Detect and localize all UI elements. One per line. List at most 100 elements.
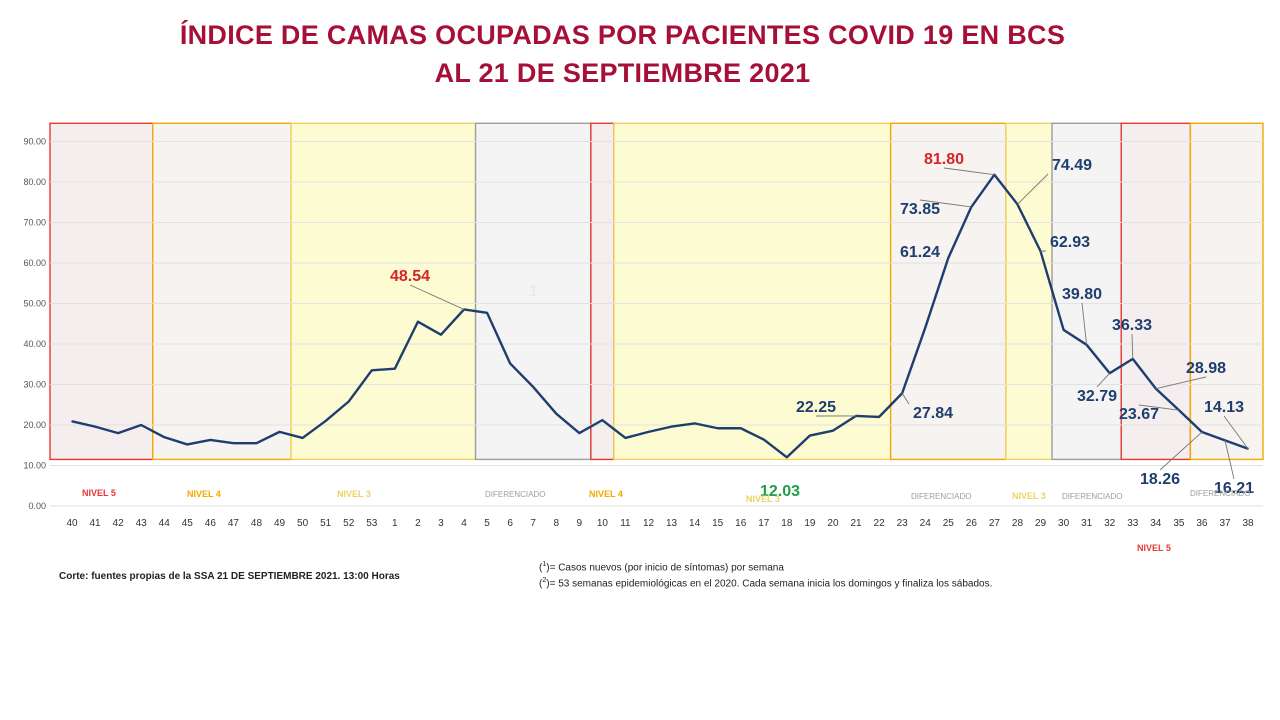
data-point-14 bbox=[394, 367, 396, 370]
data-point-7 bbox=[232, 442, 235, 445]
x-tick-2: 42 bbox=[113, 518, 125, 529]
period-band-3 bbox=[474, 122, 592, 461]
x-axis-ticks: 40 41 42 43 44 45 46 47 48 49 50 51 52 53 1 2 3 4 5 6 7 8 9 10 1… bbox=[66, 518, 1254, 529]
chart-title-line-2: AL 21 DE SEPTIEMBRE 2021 bbox=[434, 58, 811, 88]
data-point-22 bbox=[578, 432, 581, 434]
x-tick-3: 43 bbox=[136, 518, 148, 529]
stray-mark: 1 bbox=[529, 283, 538, 300]
x-tick-46: 33 bbox=[1127, 518, 1139, 529]
data-point-27 bbox=[693, 422, 696, 425]
data-point-6 bbox=[209, 439, 212, 441]
data-point-26 bbox=[670, 425, 673, 428]
footnote-2: (2)= 53 semanas epidemiológicas en el 20… bbox=[539, 577, 993, 590]
y-tick-2: 20.00 bbox=[23, 420, 46, 430]
period-band-1 bbox=[152, 122, 292, 461]
x-tick-18: 5 bbox=[484, 518, 490, 529]
data-point-21 bbox=[555, 412, 558, 415]
x-tick-13: 53 bbox=[366, 518, 378, 529]
x-tick-39: 26 bbox=[966, 518, 978, 529]
x-tick-19: 6 bbox=[507, 518, 513, 529]
period-label-3: DIFERENCIADO bbox=[485, 490, 545, 499]
data-labels: 48.54 12.03 22.25 27.84 61.24 73.85 81.80 74.49… bbox=[390, 151, 1254, 500]
y-tick-5: 50.00 bbox=[23, 299, 46, 309]
data-label-13: 23.67 bbox=[1119, 406, 1159, 423]
data-label-8: 62.93 bbox=[1050, 234, 1090, 251]
x-tick-21: 8 bbox=[553, 518, 559, 529]
data-label-11: 36.33 bbox=[1112, 317, 1152, 334]
period-label-8: NIVEL 3 bbox=[1012, 491, 1046, 501]
footnote-2-text: = 53 semanas epidemiológicas en el 2020.… bbox=[549, 578, 993, 590]
period-label-2: NIVEL 3 bbox=[337, 489, 371, 499]
x-tick-11: 51 bbox=[320, 518, 332, 529]
leader-6 bbox=[943, 167, 995, 176]
data-point-25 bbox=[647, 431, 650, 433]
data-label-7: 74.49 bbox=[1052, 157, 1092, 174]
leader-9 bbox=[1081, 302, 1088, 345]
period-band-5 bbox=[613, 122, 892, 461]
period-label-7: DIFERENCIADO bbox=[911, 492, 971, 501]
x-tick-9: 49 bbox=[274, 518, 286, 529]
x-tick-30: 17 bbox=[758, 518, 770, 529]
data-point-32 bbox=[809, 434, 811, 437]
period-band-11 bbox=[1189, 122, 1264, 461]
y-tick-4: 40.00 bbox=[23, 339, 46, 349]
data-point-11 bbox=[324, 420, 327, 422]
x-tick-24: 11 bbox=[620, 518, 631, 529]
period-label-5: NIVEL 4 bbox=[589, 489, 623, 499]
data-label-5: 73.85 bbox=[900, 201, 940, 218]
y-tick-7: 70.00 bbox=[23, 218, 46, 228]
x-tick-36: 23 bbox=[897, 518, 909, 529]
x-tick-6: 46 bbox=[205, 518, 217, 529]
x-tick-37: 24 bbox=[920, 518, 932, 529]
x-tick-16: 3 bbox=[438, 518, 444, 529]
grid-lines bbox=[50, 141, 1263, 507]
leader-16 bbox=[1223, 415, 1249, 450]
period-label-9: DIFERENCIADO bbox=[1062, 492, 1122, 501]
leader-14 bbox=[1159, 431, 1203, 471]
chart-title-line-1: ÍNDICE DE CAMAS OCUPADAS POR PACIENTES C… bbox=[179, 20, 1066, 50]
series-line bbox=[71, 173, 1249, 459]
data-label-0: 48.54 bbox=[390, 268, 430, 285]
x-tick-25: 12 bbox=[643, 518, 655, 529]
data-label-10: 32.79 bbox=[1077, 388, 1117, 405]
x-tick-15: 2 bbox=[415, 518, 421, 529]
x-tick-34: 21 bbox=[850, 518, 862, 529]
data-point-16 bbox=[440, 333, 442, 336]
period-bands bbox=[49, 122, 1264, 461]
x-tick-31: 18 bbox=[781, 518, 793, 529]
x-tick-26: 13 bbox=[666, 518, 678, 529]
leader-11 bbox=[1131, 333, 1134, 359]
leader-12 bbox=[1155, 376, 1207, 390]
x-tick-47: 34 bbox=[1150, 518, 1162, 529]
data-point-37 bbox=[924, 327, 927, 329]
data-label-14: 18.26 bbox=[1140, 471, 1180, 488]
x-tick-44: 31 bbox=[1081, 518, 1093, 529]
period-label-10: NIVEL 5 bbox=[1137, 543, 1171, 553]
data-point-31 bbox=[786, 456, 788, 459]
x-tick-28: 15 bbox=[712, 518, 724, 529]
y-tick-3: 30.00 bbox=[23, 380, 46, 390]
x-tick-5: 45 bbox=[182, 518, 194, 529]
data-label-4: 61.24 bbox=[900, 244, 940, 261]
x-tick-32: 19 bbox=[804, 518, 816, 529]
period-labels: NIVEL 5 NIVEL 4 NIVEL 3 DIFERENCIADO NIVEL 4… bbox=[82, 488, 1250, 553]
data-point-0 bbox=[71, 420, 73, 423]
data-point-28 bbox=[716, 427, 719, 430]
x-tick-12: 52 bbox=[343, 518, 355, 529]
x-tick-27: 14 bbox=[689, 518, 701, 529]
x-tick-1: 41 bbox=[89, 518, 101, 529]
leader-7 bbox=[1017, 173, 1049, 205]
x-tick-38: 25 bbox=[943, 518, 955, 529]
period-label-1: NIVEL 4 bbox=[187, 489, 221, 499]
period-label-6: NIVEL 3 bbox=[746, 494, 780, 504]
x-tick-20: 7 bbox=[530, 518, 536, 529]
x-tick-42: 29 bbox=[1035, 518, 1047, 529]
x-tick-4: 44 bbox=[159, 518, 171, 529]
data-point-24 bbox=[624, 437, 627, 439]
data-point-43 bbox=[1062, 329, 1065, 331]
data-label-12: 28.98 bbox=[1186, 360, 1226, 377]
y-tick-6: 60.00 bbox=[23, 258, 46, 268]
data-point-2 bbox=[117, 432, 119, 434]
data-point-29 bbox=[739, 427, 742, 430]
data-point-35 bbox=[878, 416, 880, 418]
